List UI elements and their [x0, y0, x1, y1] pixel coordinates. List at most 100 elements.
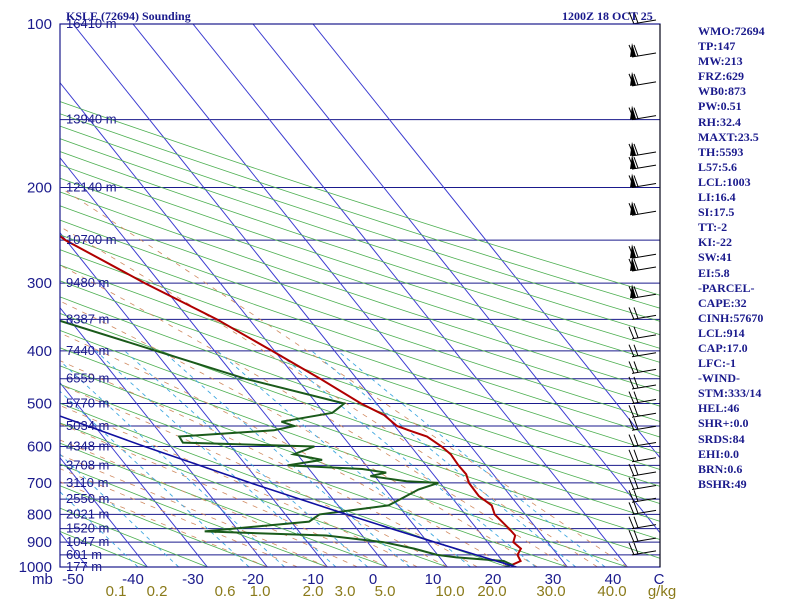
height-label: 5770 m [66, 396, 109, 411]
dry-adiabat [60, 191, 660, 392]
index-item: TP:147 [698, 39, 736, 54]
mixing-ratio-label: 2.0 [303, 583, 324, 600]
wind-barb [628, 542, 657, 556]
wind-barb-shaft [631, 52, 657, 58]
isotherm-line [132, 24, 568, 567]
temperature-tick-label: 40 [605, 571, 622, 588]
wind-barb-pennant [630, 256, 636, 271]
mixing-ratio-label: 3.0 [335, 583, 356, 600]
temperature-tick-label: -20 [242, 571, 264, 588]
wind-barb-feather [633, 477, 639, 489]
moist-adiabat [60, 300, 538, 567]
moist-adiabat [60, 439, 358, 567]
index-item: CAP:17.0 [698, 340, 748, 355]
wind-barb-feather [628, 502, 635, 515]
temperature-tick-label: 0 [369, 571, 377, 588]
wind-barb-feather [633, 203, 639, 215]
wind-barb-pennant [630, 244, 636, 259]
wind-barb-feather [628, 516, 635, 529]
mixing-ratio-label: 20.0 [477, 583, 506, 600]
temperature-tick-label: 20 [485, 571, 502, 588]
dry-adiabat [60, 280, 660, 487]
wind-barb [628, 463, 657, 477]
wind-barb [628, 173, 657, 188]
isobar-grid [60, 23, 660, 568]
dry-adiabat [60, 234, 660, 438]
wind-barb-feather [633, 405, 639, 417]
wind-barb-shaft [631, 485, 657, 491]
station-title: KSLE (72694) Sounding [66, 9, 191, 23]
mixing-ratio-line [162, 350, 410, 567]
height-label: 1047 m [66, 534, 109, 549]
dry-adiabat [60, 264, 660, 470]
index-item: LFC:-1 [698, 356, 736, 371]
height-label: 2021 m [66, 506, 109, 521]
pressure-tick-label: 300 [27, 275, 52, 292]
sounding-traces [60, 234, 523, 567]
isotherm-line [72, 24, 508, 567]
wind-barb-shaft [631, 253, 657, 259]
mixing-ratio-line [60, 390, 250, 567]
wind-barb-feather [633, 143, 639, 156]
wind-barb [628, 405, 657, 418]
wind-barb-shaft [631, 314, 657, 320]
index-item: RH:32.4 [698, 114, 741, 129]
wind-barb-feather [628, 405, 635, 418]
wind-barb-shaft [631, 81, 657, 87]
wind-barb-pennant [630, 284, 636, 299]
pressure-tick-label: 400 [27, 343, 52, 360]
height-label: 10700 m [66, 232, 117, 247]
wind-barb [628, 477, 657, 491]
height-label: 3708 m [66, 457, 109, 472]
index-item: KI:-22 [698, 235, 732, 250]
wind-barb-feather [628, 449, 635, 462]
wind-barb-feather [633, 107, 639, 119]
isotherm-line [0, 24, 27, 567]
wind-barb-shaft [631, 151, 657, 157]
wind-barb-column [628, 11, 657, 556]
pressure-unit-label: mb [32, 571, 53, 588]
wind-barb-shaft [631, 164, 657, 170]
dry-adiabat [60, 205, 660, 407]
wind-barb-feather [628, 307, 635, 320]
wind-barb-pennant [630, 173, 636, 188]
dry-adiabat [60, 125, 660, 322]
moist-adiabat-grid [60, 187, 628, 567]
wind-barb [628, 449, 657, 463]
mixing-ratio-label: 0.1 [106, 583, 127, 600]
dry-adiabat [60, 347, 660, 559]
temperature-tick-label: -30 [182, 571, 204, 588]
dry-adiabat [60, 249, 660, 454]
index-item: L57:5.6 [698, 159, 737, 174]
wind-barb [628, 71, 657, 87]
wind-barb [628, 529, 657, 543]
pressure-tick-label: 100 [27, 16, 52, 33]
mixing-ratio-grid [60, 350, 606, 567]
height-label: 5034 m [66, 418, 109, 433]
isotherm-line [252, 24, 660, 534]
wind-barb [628, 361, 657, 374]
wind-barb-shaft [631, 550, 657, 556]
temperature-tick-label: -40 [122, 571, 144, 588]
index-item: BRN:0.6 [698, 461, 743, 476]
wind-barb-shaft [631, 524, 657, 530]
wind-barb [628, 326, 657, 340]
wind-barb-shaft [631, 537, 657, 543]
wind-barb-feather [633, 542, 639, 555]
wind-barb-pennant [630, 71, 636, 86]
wind-barb-shaft [631, 368, 657, 374]
index-item: PW:0.51 [698, 99, 742, 114]
wind-barb-feather [633, 434, 639, 446]
wind-barb [628, 516, 657, 530]
isotherm-line [60, 456, 148, 567]
temperature-tick-label: -10 [302, 571, 324, 588]
temperature-tick-label: -50 [62, 571, 84, 588]
mixing-ratio-label: 0.6 [215, 583, 236, 600]
wind-barb-feather [633, 418, 639, 430]
wind-barb [628, 434, 657, 448]
wind-barb-feather [628, 344, 635, 357]
height-label: 6559 m [66, 371, 109, 386]
isotherm-line [192, 24, 628, 567]
wind-barb [628, 391, 657, 405]
